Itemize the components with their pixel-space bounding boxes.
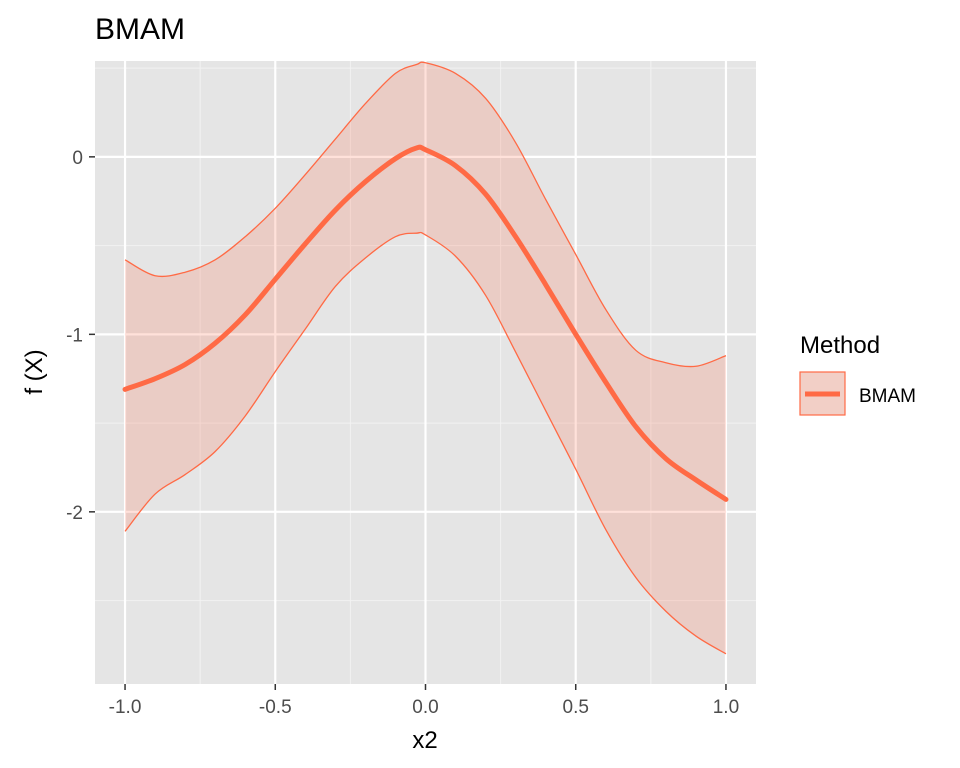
band-upper-line xyxy=(124,61,727,368)
legend-title: Method xyxy=(800,332,880,359)
x-axis-title: x2 xyxy=(412,727,437,754)
x-tick-label: 1.0 xyxy=(713,697,739,718)
band-fill xyxy=(125,62,726,654)
y-tick-label: 0 xyxy=(72,148,83,169)
axis-ticks: -1.0 -0.5 0.0 0.5 1.0 0 -1 -2 xyxy=(66,148,739,718)
series-lines xyxy=(122,144,729,502)
chart-title: BMAM xyxy=(95,13,185,46)
x-tick-label: -1.0 xyxy=(109,697,142,718)
x-tick-label: -0.5 xyxy=(259,697,292,718)
confidence-band xyxy=(124,61,727,655)
x-tick-label: 0.5 xyxy=(563,697,589,718)
y-tick-label: -2 xyxy=(66,503,83,524)
y-tick-label: -1 xyxy=(66,325,83,346)
x-tick-label: 0.0 xyxy=(412,697,438,718)
series-line xyxy=(122,144,729,502)
legend-label-bmam: BMAM xyxy=(859,386,916,407)
y-axis-title: f (X) xyxy=(21,349,48,394)
legend: Method BMAM xyxy=(799,332,916,416)
band-lower-line xyxy=(124,231,727,655)
